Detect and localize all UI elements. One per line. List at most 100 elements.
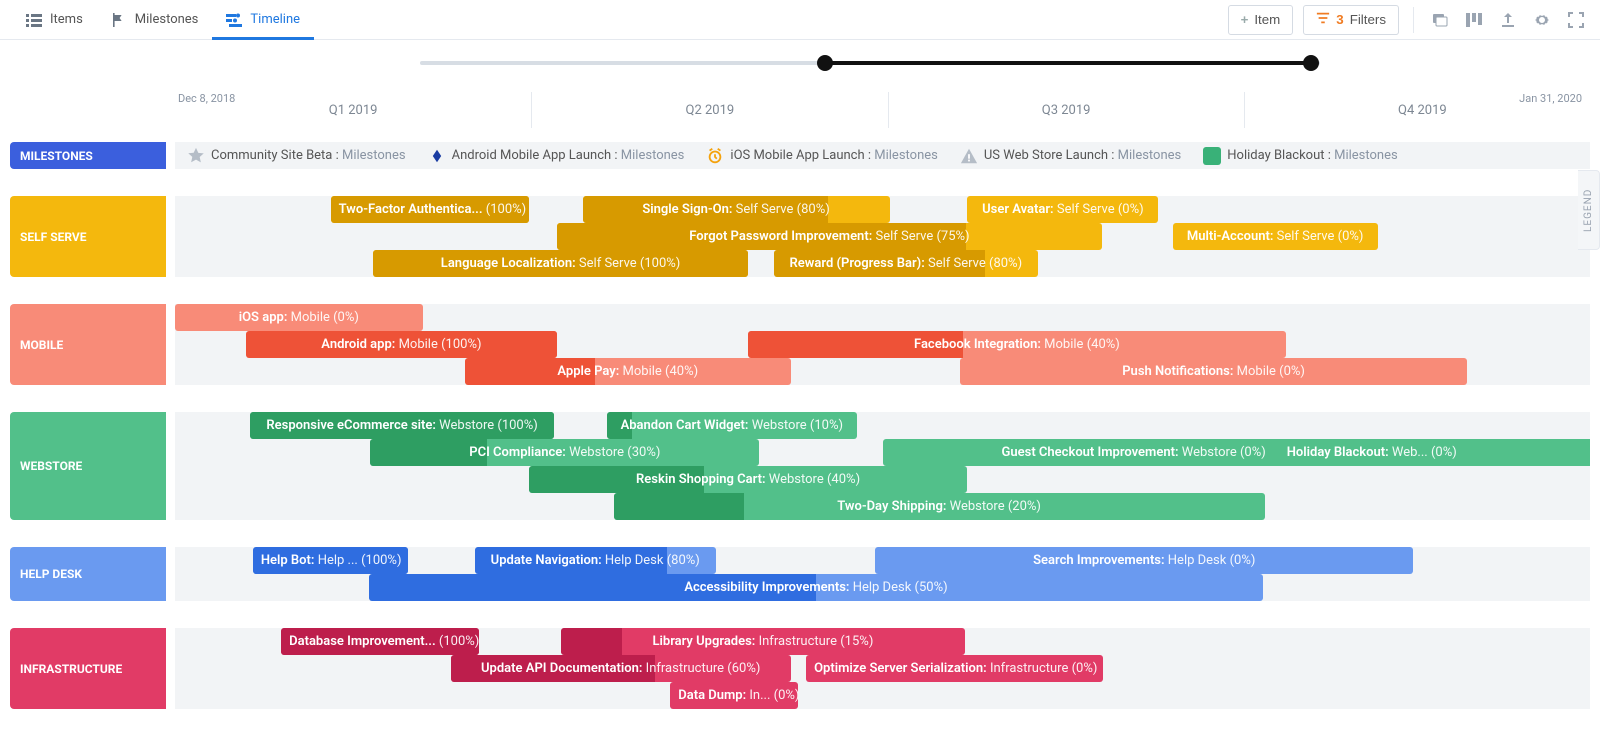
- bar-label: Update Navigation: Help Desk (80%): [491, 553, 700, 568]
- timeline-bar[interactable]: Reward (Progress Bar): Self Serve (80%): [774, 250, 1039, 277]
- bar-label: Reskin Shopping Cart: Webstore (40%): [636, 472, 860, 487]
- bar-label: Single Sign-On: Self Serve (80%): [642, 202, 829, 217]
- timeline-row: Apple Pay: Mobile (40%) Push Notification…: [175, 358, 1590, 385]
- bar-label: Database Improvement... (100%): [289, 634, 479, 649]
- timeline-bar[interactable]: Two-Day Shipping: Webstore (20%): [614, 493, 1265, 520]
- bar-label: Two-Factor Authentica... (100%): [339, 202, 527, 217]
- timeline-row: Language Localization: Self Serve (100%)…: [175, 250, 1590, 277]
- filters-button[interactable]: 3 Filters: [1303, 5, 1399, 35]
- milestone-item[interactable]: US Web Store Launch : Milestones: [952, 147, 1189, 165]
- timeline-bar[interactable]: iOS app: Mobile (0%): [175, 304, 423, 331]
- timeline-bar[interactable]: Facebook Integration: Mobile (40%): [748, 331, 1286, 358]
- timeline-row: Database Improvement... (100%) Library Up…: [175, 628, 1590, 655]
- timeline-row: Update API Documentation: Infrastructure…: [175, 655, 1590, 682]
- timeline-chart: Dec 8, 2018 Jan 31, 2020 Q1 2019Q2 2019Q…: [0, 92, 1600, 746]
- milestone-item[interactable]: iOS Mobile App Launch : Milestones: [698, 147, 945, 165]
- star-icon: [187, 147, 205, 165]
- timeline-bar[interactable]: Library Upgrades: Infrastructure (15%): [561, 628, 964, 655]
- filter-icon: [1316, 11, 1330, 28]
- gear-icon[interactable]: [1530, 8, 1554, 32]
- timeline-bar[interactable]: Language Localization: Self Serve (100%): [373, 250, 748, 277]
- toolbar-right: + Item 3 Filters: [1228, 5, 1588, 35]
- bar-label: Optimize Server Serialization: Infrastru…: [814, 661, 1097, 676]
- bar-label: Responsive eCommerce site: Webstore (100…: [266, 418, 537, 433]
- timeline-row: iOS app: Mobile (0%): [175, 304, 1590, 331]
- bar-label: Guest Checkout Improvement: Webstore (0%…: [1002, 445, 1266, 460]
- timeline-bar[interactable]: Forgot Password Improvement: Self Serve …: [557, 223, 1102, 250]
- bar-label: Facebook Integration: Mobile (40%): [914, 337, 1120, 352]
- timeline-quarter-header: Q3 2019: [888, 92, 1244, 128]
- bar-label: Push Notifications: Mobile (0%): [1122, 364, 1305, 379]
- tab-label: Milestones: [135, 12, 199, 27]
- tab-items[interactable]: Items: [12, 0, 97, 40]
- diamond-icon: [428, 147, 446, 165]
- bar-label: Apple Pay: Mobile (40%): [557, 364, 698, 379]
- lane-label: MOBILE: [10, 304, 166, 385]
- milestone-item[interactable]: Android Mobile App Launch : Milestones: [420, 147, 693, 165]
- timeline-bar[interactable]: PCI Compliance: Webstore (30%): [370, 439, 759, 466]
- timeline-bar[interactable]: Update Navigation: Help Desk (80%): [475, 547, 716, 574]
- bar-label: Abandon Cart Widget: Webstore (10%): [621, 418, 843, 433]
- milestones-row: Community Site Beta : Milestones Android …: [175, 142, 1590, 169]
- timeline-bar[interactable]: Apple Pay: Mobile (40%): [465, 358, 790, 385]
- bar-label: Holiday Blackout: Web... (0%): [1287, 445, 1457, 460]
- flag-icon: [111, 12, 127, 28]
- filters-count: 3: [1336, 12, 1343, 27]
- range-handle-start[interactable]: [817, 55, 833, 71]
- export-icon[interactable]: [1496, 8, 1520, 32]
- lane-label: WEBSTORE: [10, 412, 166, 520]
- timeline-bar[interactable]: Reskin Shopping Cart: Webstore (40%): [529, 466, 968, 493]
- timeline-bar[interactable]: Single Sign-On: Self Serve (80%): [583, 196, 890, 223]
- milestone-label: US Web Store Launch : Milestones: [984, 148, 1181, 163]
- timeline-bar[interactable]: Responsive eCommerce site: Webstore (100…: [250, 412, 554, 439]
- view-toolbar: Items Milestones Timeline + Item 3 Filte…: [0, 0, 1600, 40]
- timeline-bar[interactable]: Multi-Account: Self Serve (0%): [1173, 223, 1378, 250]
- bar-label: Data Dump: In... (0%): [678, 688, 797, 703]
- timeline-bar[interactable]: Two-Factor Authentica... (100%): [331, 196, 529, 223]
- timeline-bar[interactable]: Android app: Mobile (100%): [246, 331, 557, 358]
- milestone-label: iOS Mobile App Launch : Milestones: [730, 148, 937, 163]
- timeline-bar[interactable]: Help Bot: Help ... (100%): [253, 547, 409, 574]
- milestone-label: Android Mobile App Launch : Milestones: [452, 148, 685, 163]
- fullscreen-icon[interactable]: [1564, 8, 1588, 32]
- milestone-label: Holiday Blackout : Milestones: [1227, 148, 1397, 163]
- range-handle-end[interactable]: [1303, 55, 1319, 71]
- legend-label: LEGEND: [1583, 188, 1594, 231]
- timeline-row: Help Bot: Help ... (100%) Update Navigati…: [175, 547, 1590, 574]
- timeline-bar[interactable]: User Avatar: Self Serve (0%): [967, 196, 1158, 223]
- lane-label: SELF SERVE: [10, 196, 166, 277]
- add-item-button[interactable]: + Item: [1228, 5, 1294, 35]
- timeline-bar[interactable]: Update API Documentation: Infrastructure…: [451, 655, 791, 682]
- timeline-header: Q1 2019Q2 2019Q3 2019Q4 2019: [175, 92, 1600, 128]
- timeline-row: Accessibility Improvements: Help Desk (5…: [175, 574, 1590, 601]
- timeline-bar[interactable]: Optimize Server Serialization: Infrastru…: [806, 655, 1103, 682]
- board-view-icon[interactable]: [1462, 8, 1486, 32]
- clock-icon: [706, 147, 724, 165]
- timeline-row: Two-Factor Authentica... (100%) Single Si…: [175, 196, 1590, 223]
- tab-milestones[interactable]: Milestones: [97, 0, 213, 40]
- timeline-bar[interactable]: Search Improvements: Help Desk (0%): [875, 547, 1413, 574]
- timeline-quarter-header: Q1 2019: [175, 92, 531, 128]
- timeline-bar[interactable]: Database Improvement... (100%): [281, 628, 479, 655]
- tab-label: Timeline: [250, 12, 300, 27]
- milestone-item[interactable]: Holiday Blackout : Milestones: [1195, 147, 1405, 165]
- progress-fill: [561, 628, 621, 655]
- bar-label: Language Localization: Self Serve (100%): [441, 256, 681, 271]
- list-icon: [26, 12, 42, 28]
- bar-label: Search Improvements: Help Desk (0%): [1033, 553, 1255, 568]
- timeline-bar[interactable]: Push Notifications: Mobile (0%): [960, 358, 1467, 385]
- timeline-bar[interactable]: Holiday Blackout: Web... (0%): [1279, 439, 1590, 466]
- legend-toggle[interactable]: LEGEND: [1578, 170, 1600, 250]
- milestone-label: Community Site Beta : Milestones: [211, 148, 406, 163]
- bar-label: Two-Day Shipping: Webstore (20%): [837, 499, 1041, 514]
- card-view-icon[interactable]: [1428, 8, 1452, 32]
- block-icon: [1203, 147, 1221, 165]
- bar-label: Update API Documentation: Infrastructure…: [481, 661, 760, 676]
- milestone-item[interactable]: Community Site Beta : Milestones: [179, 147, 414, 165]
- timeline-bar[interactable]: Abandon Cart Widget: Webstore (10%): [607, 412, 857, 439]
- tab-timeline[interactable]: Timeline: [212, 0, 314, 40]
- timeline-bar[interactable]: Accessibility Improvements: Help Desk (5…: [369, 574, 1263, 601]
- bar-label: Reward (Progress Bar): Self Serve (80%): [790, 256, 1023, 271]
- add-item-label: Item: [1254, 12, 1280, 27]
- date-range-slider[interactable]: [0, 48, 1600, 78]
